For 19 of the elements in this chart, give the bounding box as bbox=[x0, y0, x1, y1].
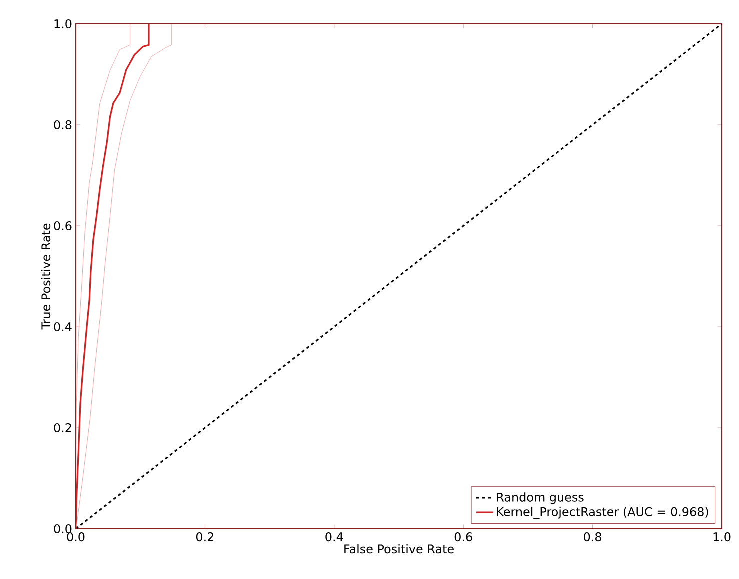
x-tick-label: 1.0 bbox=[714, 532, 731, 542]
y-axis-title: True Positive Rate bbox=[41, 224, 51, 330]
x-axis-title: False Positive Rate bbox=[344, 544, 454, 554]
x-tick-label: 0.2 bbox=[196, 532, 214, 542]
y-tick-label: 0.6 bbox=[54, 221, 72, 231]
x-tick-label: 0.8 bbox=[584, 532, 602, 542]
y-tick-label: 0.0 bbox=[54, 524, 72, 534]
legend-label: Random guess bbox=[497, 492, 584, 504]
line-series bbox=[76, 24, 172, 527]
y-tick-label: 1.0 bbox=[54, 19, 72, 29]
line-series bbox=[76, 24, 150, 529]
y-tick-label: 0.4 bbox=[54, 322, 72, 332]
x-tick-label: 0.0 bbox=[67, 532, 85, 542]
legend-label: Kernel_ProjectRaster (AUC = 0.968) bbox=[497, 507, 708, 520]
line-series bbox=[76, 24, 131, 479]
y-tick-label: 0.8 bbox=[54, 120, 72, 130]
x-tick-label: 0.4 bbox=[326, 532, 344, 542]
x-tick-label: 0.6 bbox=[454, 532, 472, 542]
y-tick-label: 0.2 bbox=[54, 423, 72, 433]
